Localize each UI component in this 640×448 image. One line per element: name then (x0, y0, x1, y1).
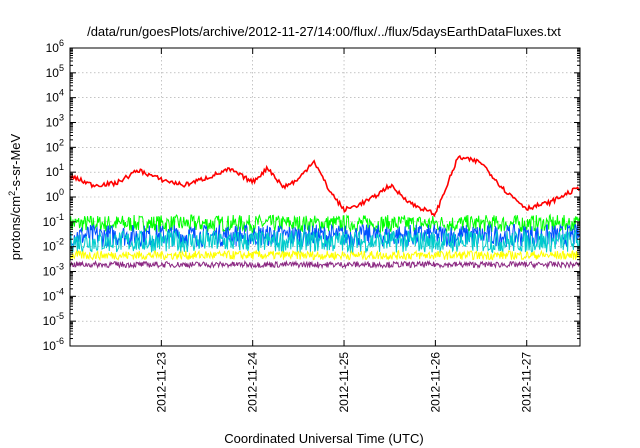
x-tick-label: 2012-11-26 (428, 352, 442, 413)
series-layer (69, 154, 581, 270)
y-tick-label: 100 (46, 187, 64, 204)
svg-text:protons/cm2-s-sr-MeV: protons/cm2-s-sr-MeV (7, 133, 23, 260)
y-tick-label: 10-3 (43, 262, 64, 279)
grid (70, 48, 580, 346)
y-tick-label: 106 (46, 38, 64, 55)
y-tick-label: 103 (46, 113, 64, 130)
y-tick-label: 104 (46, 88, 64, 105)
x-tick-label: 2012-11-27 (520, 352, 534, 413)
x-tick-label: 2012-11-25 (337, 352, 351, 413)
x-tick-label: 2012-11-23 (154, 352, 168, 413)
series-line (69, 229, 581, 255)
series-line (69, 154, 581, 218)
chart-title: /data/run/goesPlots/archive/2012-11-27/1… (87, 24, 561, 39)
y-axis-label: protons/cm2-s-sr-MeV (7, 133, 23, 260)
series-line (69, 259, 581, 270)
y-tick-label: 10-5 (43, 311, 64, 328)
y-axis-label-sup: 2 (7, 191, 17, 196)
series-line (69, 249, 581, 262)
series-line (69, 223, 581, 249)
y-tick-label: 102 (46, 137, 64, 154)
ticks: 10-6 10-5 10-4 10-3 10-2 10-1 100 101 102 103 104 1… (43, 38, 580, 413)
y-axis-label-rest: -s-sr-MeV (8, 133, 23, 190)
y-axis-label-main: protons/cm (8, 196, 23, 260)
series-line (69, 213, 581, 235)
y-tick-label: 10-1 (43, 212, 64, 229)
x-axis-label: Coordinated Universal Time (UTC) (224, 431, 423, 446)
y-tick-label: 10-2 (43, 237, 64, 254)
x-tick-label: 2012-11-24 (246, 352, 260, 413)
y-tick-label: 10-4 (43, 286, 64, 303)
y-tick-label: 10-6 (43, 336, 64, 353)
y-tick-label: 105 (46, 63, 64, 80)
y-tick-label: 101 (46, 162, 64, 179)
